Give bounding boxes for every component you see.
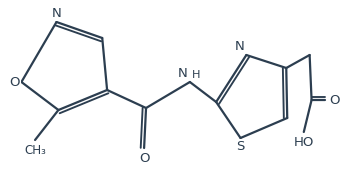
Text: O: O [139, 152, 149, 165]
Text: CH₃: CH₃ [24, 144, 46, 157]
Text: O: O [9, 75, 19, 88]
Text: O: O [329, 94, 340, 106]
Text: HO: HO [294, 136, 314, 149]
Text: N: N [178, 67, 188, 80]
Text: N: N [235, 40, 244, 53]
Text: H: H [192, 70, 200, 80]
Text: N: N [52, 7, 61, 20]
Text: S: S [236, 140, 245, 153]
